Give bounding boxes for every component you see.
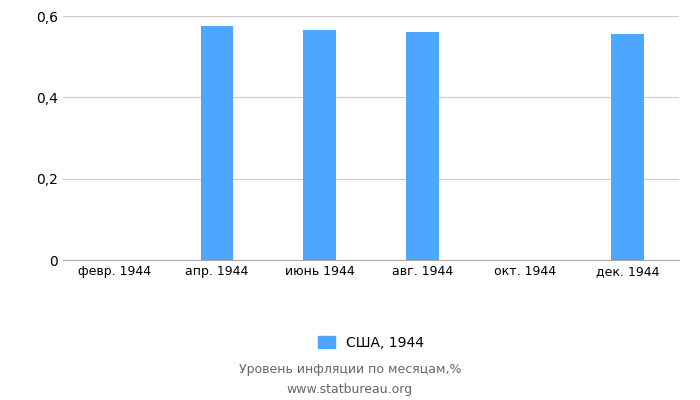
Bar (406, 32, 439, 260)
Text: Уровень инфляции по месяцам,%: Уровень инфляции по месяцам,% (239, 364, 461, 376)
Bar (201, 26, 233, 260)
Bar (611, 34, 644, 260)
Legend: США, 1944: США, 1944 (313, 330, 429, 356)
Bar (303, 30, 336, 260)
Text: www.statbureau.org: www.statbureau.org (287, 384, 413, 396)
